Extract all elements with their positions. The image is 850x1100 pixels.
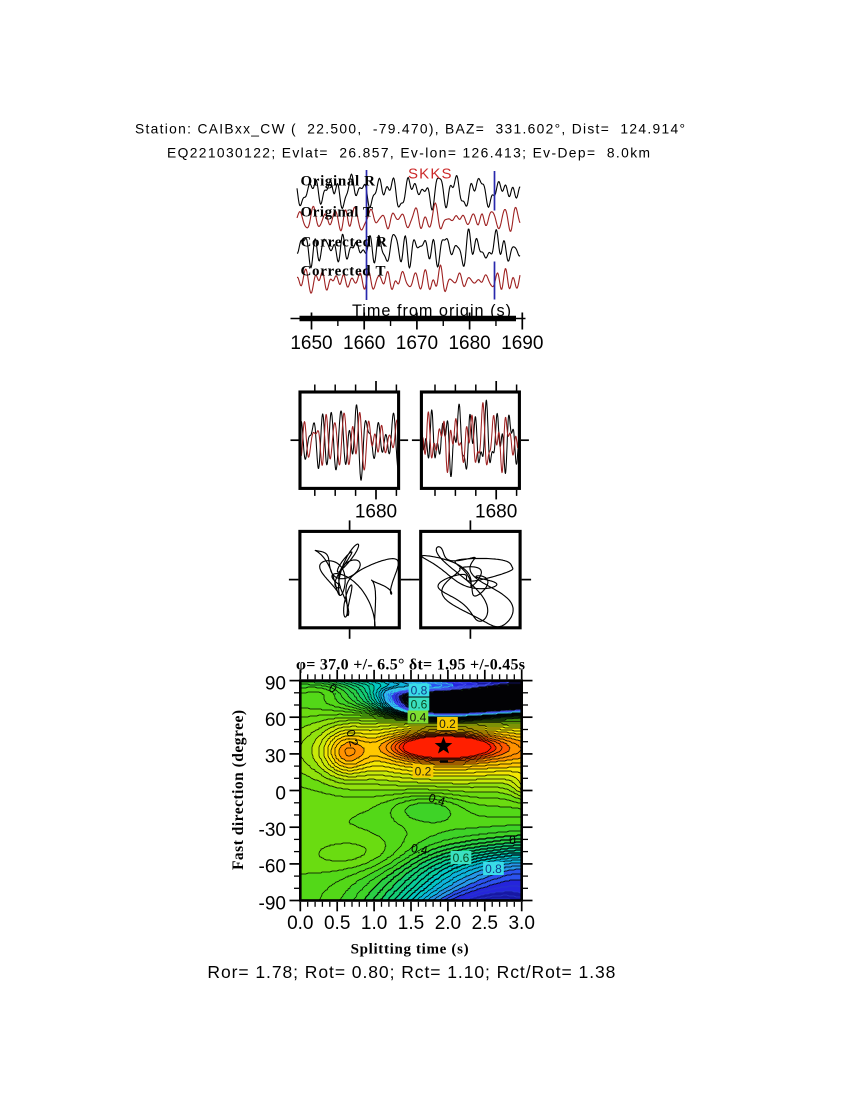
svg-text:Fast direction (degree): Fast direction (degree) [230,710,247,870]
svg-text:1680: 1680 [475,502,517,523]
svg-text:30: 30 [265,747,286,768]
svg-text:SKKS: SKKS [408,166,452,183]
svg-text:Original T: Original T [301,205,374,221]
svg-text:EQ221030122; Evlat= 26.857, E: EQ221030122; Evlat= 26.857, Ev-lon= 126.… [167,146,650,161]
svg-text:1.0: 1.0 [361,913,387,934]
svg-text:1650: 1650 [290,333,332,354]
svg-text:0.4: 0.4 [410,710,427,724]
svg-text:0.8: 0.8 [485,862,502,876]
svg-text:3.0: 3.0 [508,913,534,934]
svg-text:1660: 1660 [343,333,385,354]
svg-text:0.5: 0.5 [324,913,350,934]
svg-text:2.0: 2.0 [435,913,461,934]
svg-text:60: 60 [265,710,286,731]
svg-text:Time from origin (s): Time from origin (s) [352,302,511,320]
svg-text:Ror= 1.78; Rot= 0.80; Rct= 1.1: Ror= 1.78; Rot= 0.80; Rct= 1.10; Rct/Rot… [207,962,615,982]
svg-text:φ= 37.0 +/- 6.5° δt= 1.95 +/-0: φ= 37.0 +/- 6.5° δt= 1.95 +/-0.45s [296,657,525,674]
svg-text:0.4: 0.4 [410,841,429,858]
svg-text:1.5: 1.5 [398,913,424,934]
svg-text:0: 0 [275,783,286,804]
svg-text:Station: CAIBxx_CW ( 22.500,: Station: CAIBxx_CW ( 22.500, -79.470), B… [135,121,685,136]
svg-text:0.2: 0.2 [439,717,456,731]
svg-text:0.6: 0.6 [453,851,470,865]
svg-text:-30: -30 [259,820,286,841]
svg-text:0.0: 0.0 [287,913,313,934]
svg-text:0.2: 0.2 [343,728,361,748]
svg-text:-90: -90 [259,893,286,914]
svg-text:90: 90 [265,673,286,694]
svg-text:Original R: Original R [301,173,376,189]
svg-text:2.5: 2.5 [472,913,498,934]
svg-text:0.2: 0.2 [415,764,432,778]
svg-text:Corrected R: Corrected R [301,235,388,251]
svg-text:0.8: 0.8 [411,683,428,697]
svg-text:0: 0 [509,833,516,847]
svg-text:1670: 1670 [396,333,438,354]
svg-text:Splitting time (s): Splitting time (s) [351,942,469,958]
svg-text:0.4: 0.4 [427,791,448,810]
svg-text:1690: 1690 [501,333,543,354]
svg-text:Corrected T: Corrected T [301,264,386,280]
svg-text:1680: 1680 [355,502,397,523]
svg-text:-60: -60 [259,857,286,878]
svg-text:0.6: 0.6 [411,697,428,711]
svg-text:1680: 1680 [448,333,490,354]
